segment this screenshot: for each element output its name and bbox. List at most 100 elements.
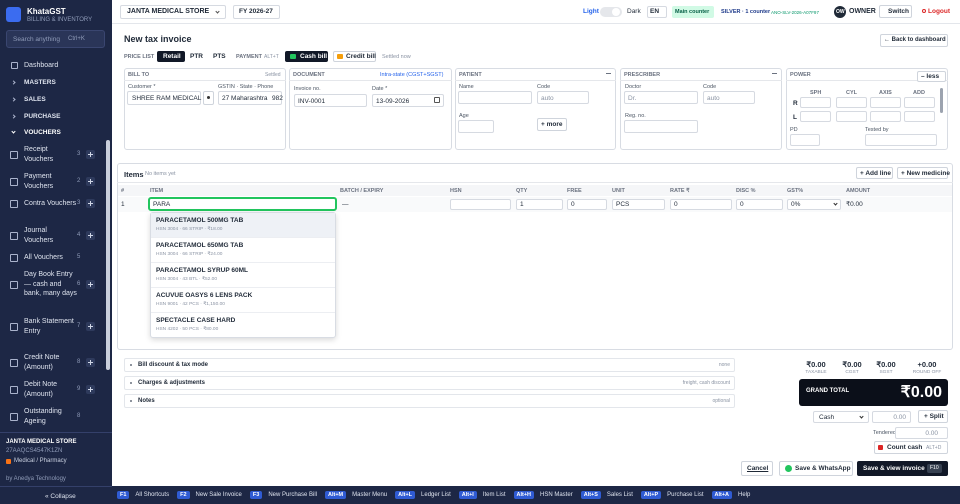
amount-input[interactable] (872, 411, 911, 423)
less-button[interactable] (917, 71, 946, 82)
power-input[interactable] (904, 111, 935, 122)
voucher-link[interactable]: Receipt Vouchers (24, 146, 54, 163)
pd-input[interactable] (790, 134, 820, 146)
item-input[interactable] (148, 197, 337, 211)
voucher-link[interactable]: Contra Vouchers (24, 200, 77, 207)
voucher-link[interactable]: Day Book Entry — cash and bank, many day… (24, 271, 77, 297)
section-row[interactable] (124, 394, 735, 408)
more-button[interactable] (537, 118, 567, 131)
power-input[interactable] (904, 97, 935, 108)
add-voucher[interactable] (86, 321, 95, 331)
credit-bill-button[interactable] (333, 51, 376, 62)
company-select[interactable] (120, 5, 226, 19)
suggestion-name[interactable]: SPECTACLE CASE HARD (156, 317, 236, 324)
shortcut-key[interactable]: Alt+S (580, 491, 601, 499)
add-voucher[interactable] (86, 357, 95, 367)
voucher-link[interactable]: Debit Note (Amount) (24, 381, 58, 398)
section-row[interactable] (124, 376, 735, 390)
hsn-input[interactable] (450, 199, 511, 210)
nav-item[interactable]: PURCHASE (24, 113, 61, 120)
unit-input[interactable] (612, 199, 665, 210)
patient-code-input[interactable] (537, 91, 589, 104)
new-medicine-button[interactable] (897, 167, 948, 179)
fy-select[interactable] (233, 5, 280, 19)
gst-input[interactable] (787, 199, 841, 210)
power-input[interactable] (800, 97, 831, 108)
theme-dark[interactable]: Dark (627, 8, 641, 15)
split-button[interactable] (918, 410, 948, 423)
shortcut-key[interactable]: F1 (117, 491, 130, 499)
price-option[interactable] (157, 51, 185, 62)
voucher-link[interactable]: Payment Vouchers (24, 173, 54, 190)
suggestion-name[interactable]: PARACETAMOL 500MG TAB (156, 217, 244, 224)
cancel-button[interactable] (741, 461, 773, 476)
nav-item[interactable]: Dashboard (24, 62, 59, 69)
suggestion-name[interactable]: ACUVUE OASYS 6 LENS PACK (156, 292, 253, 299)
disc-input[interactable] (736, 199, 783, 210)
switch-button[interactable] (879, 5, 912, 18)
power-input[interactable] (870, 111, 901, 122)
voucher-link[interactable]: Bank Statement Entry (24, 318, 74, 335)
date-input[interactable] (372, 94, 444, 107)
add-voucher[interactable] (86, 230, 95, 240)
theme-toggle[interactable] (600, 7, 622, 17)
rate-input[interactable] (670, 199, 732, 210)
add-line-button[interactable] (856, 167, 893, 179)
panel-divider (455, 80, 616, 81)
shortcut-key[interactable]: Alt+H (513, 491, 535, 499)
add-voucher[interactable] (86, 149, 95, 159)
patient-name-input[interactable] (458, 91, 532, 104)
suggestion-detail: HSN 9001 · 42 PCS · ₹1,150.00 (156, 302, 225, 307)
voucher-link[interactable]: All Vouchers (24, 254, 63, 261)
price-option-label[interactable]: PTR (190, 53, 203, 60)
mode-select[interactable] (813, 411, 869, 423)
tested-input[interactable] (865, 134, 937, 146)
search-box[interactable] (6, 30, 105, 48)
doctor-code-input[interactable] (703, 91, 755, 104)
gstin-input[interactable] (218, 91, 282, 105)
nav-item[interactable]: SALES (24, 96, 46, 103)
voucher-link[interactable]: Outstanding Ageing (24, 408, 62, 425)
tendered-input[interactable] (895, 427, 948, 439)
save-button[interactable] (857, 461, 948, 476)
qty-input[interactable] (516, 199, 563, 210)
collapse[interactable]: « Collapse (45, 493, 76, 500)
whatsapp-button[interactable] (779, 461, 853, 476)
shortcut-key[interactable]: Alt+M (325, 491, 347, 499)
shortcut-key[interactable]: F2 (177, 491, 190, 499)
cash-bill-button[interactable] (285, 51, 328, 62)
suggestion-name[interactable]: PARACETAMOL 650MG TAB (156, 242, 244, 249)
nav-section[interactable]: VOUCHERS (24, 129, 61, 136)
nav-item[interactable]: MASTERS (24, 79, 56, 86)
language-select[interactable] (647, 6, 667, 18)
shortcut-key[interactable]: Alt+P (640, 491, 662, 499)
shortcut-label: Master Menu (352, 492, 388, 498)
voucher-link[interactable]: Journal Vouchers (24, 227, 54, 244)
customer-input[interactable] (127, 91, 201, 105)
power-input[interactable] (870, 97, 901, 108)
price-option-label[interactable]: PTS (213, 53, 226, 60)
shortcut-key[interactable]: Alt+L (395, 491, 416, 499)
add-voucher[interactable] (86, 199, 95, 208)
shortcut-key[interactable]: F3 (249, 491, 263, 499)
shortcut-key[interactable]: Alt+A (711, 491, 733, 499)
free-input[interactable] (567, 199, 607, 210)
suggestion-name[interactable]: PARACETAMOL SYRUP 60ML (156, 267, 248, 274)
power-input[interactable] (836, 97, 867, 108)
reg-input[interactable] (624, 120, 698, 133)
age-input[interactable] (458, 120, 494, 133)
power-input[interactable] (800, 111, 831, 122)
back-button[interactable] (880, 34, 948, 47)
power-input[interactable] (836, 111, 867, 122)
logout[interactable]: Logout (928, 8, 951, 15)
voucher-link[interactable]: Credit Note (Amount) (24, 354, 60, 371)
add-voucher[interactable] (86, 279, 95, 289)
invoice-input[interactable] (294, 94, 367, 107)
section-row[interactable] (124, 358, 735, 372)
theme-light[interactable]: Light (583, 8, 599, 15)
doctor-input[interactable] (624, 91, 698, 104)
add-voucher[interactable] (86, 384, 95, 394)
count-cash-button[interactable] (874, 441, 948, 454)
add-voucher[interactable] (86, 176, 95, 186)
shortcut-key[interactable]: Alt+I (458, 491, 477, 499)
